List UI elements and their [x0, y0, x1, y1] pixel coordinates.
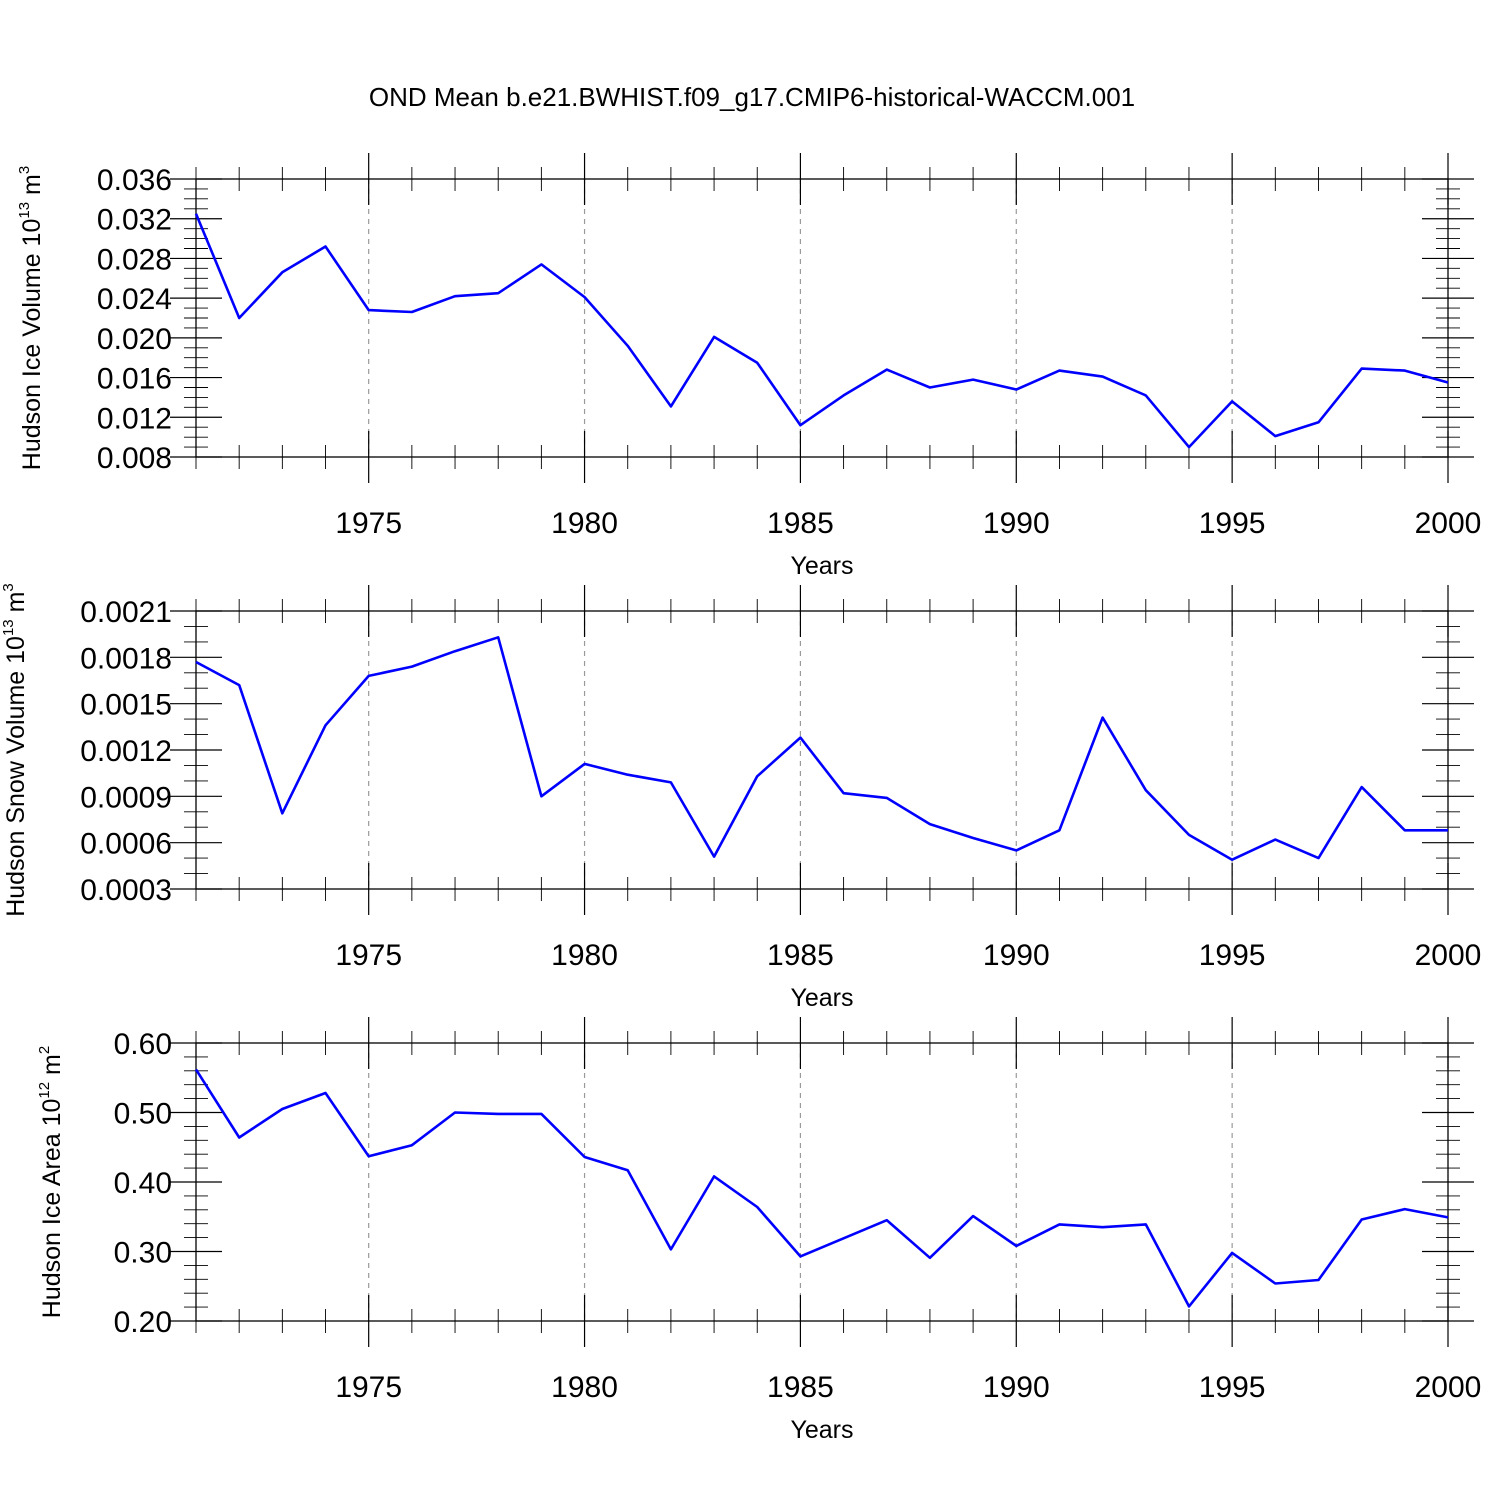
y-tick-label: 0.0012	[80, 735, 172, 768]
y-tick-label: 0.0009	[80, 781, 172, 814]
y-tick-label: 0.40	[114, 1167, 172, 1200]
y-tick-label: 0.0018	[80, 642, 172, 675]
y-axis-label-exponent: 3	[0, 583, 17, 591]
y-axis-label-text: m	[2, 592, 30, 620]
y-tick-label: 0.028	[97, 243, 172, 276]
x-axis-label: Years	[790, 552, 853, 580]
y-tick-label: 0.036	[97, 164, 172, 197]
x-tick-label: 1990	[983, 1371, 1050, 1404]
data-line	[195, 635, 1448, 862]
y-axis-label-exponent: 13	[0, 619, 17, 636]
y-tick-label: 0.20	[114, 1306, 172, 1339]
x-tick-label: 1990	[983, 507, 1050, 540]
y-axis-label: Hudson Ice Area 1012 m2	[36, 1046, 66, 1318]
y-axis-label-text: Hudson Ice Area 10	[38, 1099, 66, 1319]
data-line	[194, 1068, 1449, 1308]
panel-1: 0.008 0.012 0.016 0.020 0.024 0.028 0.032 0.036…	[16, 153, 1481, 580]
x-tick-label: 1995	[1199, 507, 1266, 540]
y-axis-label-exponent: 13	[16, 202, 33, 219]
y-tick-label: 0.012	[97, 402, 172, 435]
y-tick-label: 0.0006	[80, 828, 172, 861]
x-tick-label: 1975	[335, 939, 402, 972]
y-tick-label: 0.0021	[80, 596, 172, 629]
y-tick-label: 0.0003	[80, 874, 172, 907]
plot-frame	[195, 610, 1449, 890]
plot-frame	[195, 178, 1449, 458]
x-tick-label: 1980	[551, 1371, 618, 1404]
x-tick-label: 1985	[767, 1371, 834, 1404]
x-tick-label: 2000	[1415, 507, 1482, 540]
y-tick-label: 0.008	[97, 442, 172, 475]
y-axis-label: Hudson Snow Volume 1013 m3	[0, 583, 30, 917]
x-axis-label: Years	[790, 984, 853, 1012]
y-tick-label: 0.032	[97, 204, 172, 237]
x-tick-label: 1995	[1199, 1371, 1266, 1404]
y-axis-label: Hudson Ice Volume 1013 m3	[16, 166, 46, 470]
x-axis-label: Years	[790, 1416, 853, 1444]
y-tick-label: 0.60	[114, 1028, 172, 1061]
x-tick-label: 1975	[335, 1371, 402, 1404]
y-tick-label: 0.016	[97, 363, 172, 396]
x-tick-label: 1980	[551, 939, 618, 972]
figure-title: OND Mean b.e21.BWHIST.f09_g17.CMIP6-hist…	[369, 82, 1135, 112]
plot-frame	[195, 1042, 1449, 1322]
y-tick-label: 0.30	[114, 1237, 172, 1270]
y-axis-label-exponent: 3	[16, 166, 33, 174]
y-tick-label: 0.020	[97, 323, 172, 356]
y-axis-label-text: m	[18, 174, 46, 202]
y-axis-label-exponent: 12	[36, 1082, 53, 1099]
y-axis-label-text: m	[38, 1054, 66, 1082]
x-tick-label: 1995	[1199, 939, 1266, 972]
data-line	[194, 213, 1449, 449]
panel-2: 0.0003 0.0006 0.0009 0.0012 0.0015 0.0018 0.00…	[0, 583, 1481, 1012]
y-tick-label: 0.024	[97, 283, 172, 316]
y-tick-label: 0.50	[114, 1098, 172, 1131]
y-axis-label-text: Hudson Snow Volume 10	[2, 636, 30, 917]
x-tick-label: 1990	[983, 939, 1050, 972]
x-tick-label: 2000	[1415, 1371, 1482, 1404]
y-tick-label: 0.0015	[80, 689, 172, 722]
y-axis-label-exponent: 2	[36, 1046, 53, 1054]
x-tick-label: 1980	[551, 507, 618, 540]
x-tick-label: 1985	[767, 939, 834, 972]
panels: 0.008 0.012 0.016 0.020 0.024 0.028 0.032 0.036…	[0, 153, 1481, 1444]
x-tick-label: 2000	[1415, 939, 1482, 972]
x-tick-label: 1985	[767, 507, 834, 540]
y-axis-label-text: Hudson Ice Volume 10	[18, 219, 46, 471]
x-tick-label: 1975	[335, 507, 402, 540]
panel-3: 0.20 0.30 0.40 0.50 0.60 1975 1980 1985 1990 1995…	[36, 1017, 1481, 1444]
